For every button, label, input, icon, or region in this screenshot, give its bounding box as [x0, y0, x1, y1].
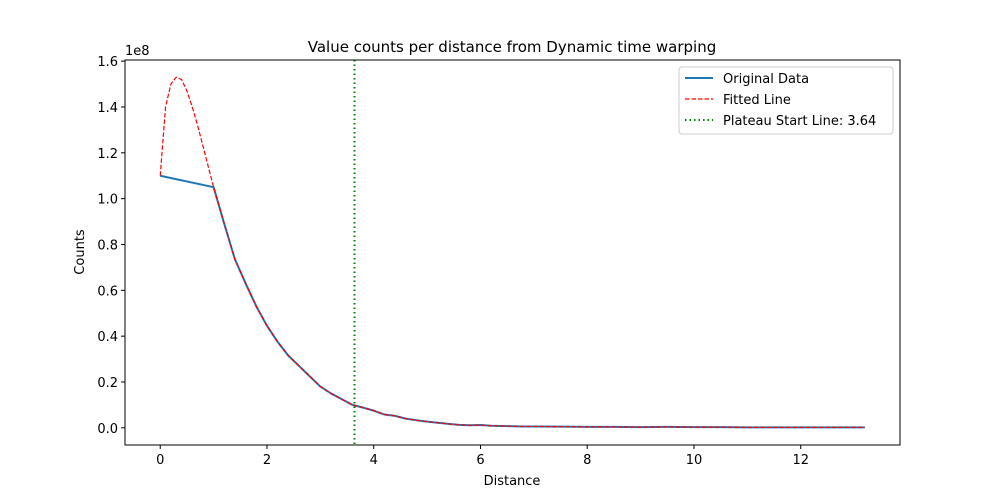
x-tick-label: 4	[370, 453, 378, 468]
series-line-fitted-line	[159, 76, 865, 428]
y-tick-label: 1.6	[97, 55, 118, 70]
axis-ticks: 0 2 4 6 8 10 12 0.0 0.2 0.4 0.6 0.8 1.0 1.2 1.4 1.6	[97, 55, 809, 468]
y-tick-label: 0.0	[97, 422, 118, 437]
x-tick-label: 12	[792, 453, 809, 468]
legend: Original Data Fitted Line Plateau Start …	[678, 66, 894, 135]
chart-title: Value counts per distance from Dynamic t…	[308, 38, 716, 56]
legend-box	[678, 66, 894, 135]
legend-label-fitted: Fitted Line	[723, 93, 791, 108]
plot-frame	[124, 59, 901, 446]
y-tick-label: 0.6	[97, 284, 118, 299]
y-tick-label: 0.4	[97, 330, 118, 345]
x-tick-label: 6	[476, 453, 484, 468]
y-tick-label: 0.2	[97, 376, 118, 391]
y-tick-label: 0.8	[97, 238, 118, 253]
x-tick-label: 2	[263, 453, 271, 468]
y-axis-label: Counts	[73, 229, 88, 275]
y-tick-label: 1.0	[97, 193, 118, 208]
x-tick-label: 8	[583, 453, 591, 468]
y-tick-label: 1.4	[97, 101, 118, 116]
y-offset-label: 1e8	[125, 44, 150, 59]
legend-label-original: Original Data	[723, 72, 809, 87]
y-tick-label: 1.2	[97, 147, 118, 162]
legend-label-plateau: Plateau Start Line: 3.64	[723, 114, 876, 129]
series-layer	[159, 76, 865, 429]
x-axis-label: Distance	[484, 474, 541, 489]
x-tick-label: 0	[156, 453, 164, 468]
x-tick-label: 10	[686, 453, 703, 468]
